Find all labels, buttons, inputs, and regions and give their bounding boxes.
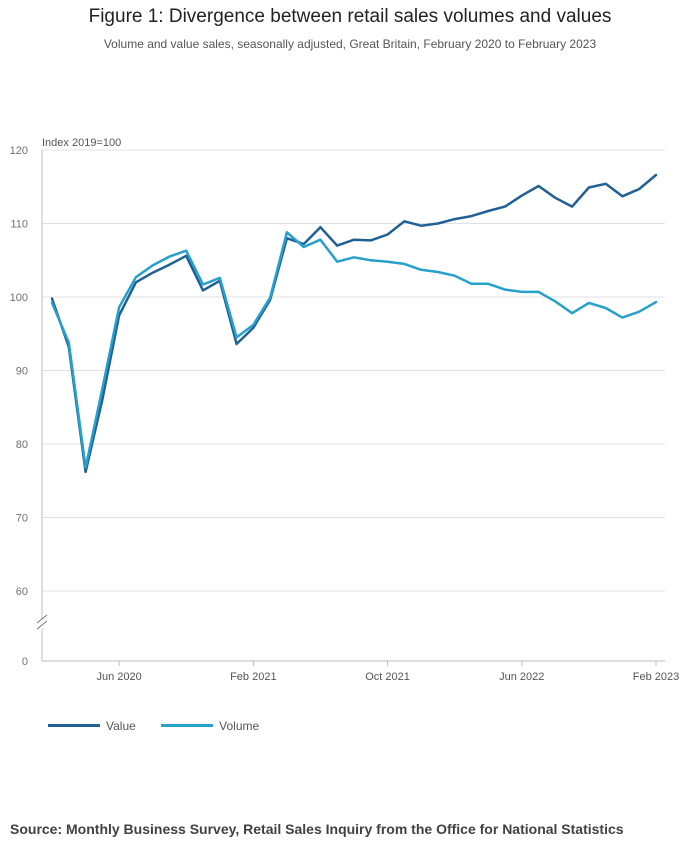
y-axis-label: Index 2019=100 [42, 137, 121, 149]
y-tick-label-120: 120 [10, 145, 28, 157]
x-tick-label: Jun 2020 [96, 671, 141, 683]
x-tick-label: Jun 2022 [499, 671, 544, 683]
legend-swatch-volume [161, 724, 214, 727]
x-tick-label: Oct 2021 [365, 671, 410, 683]
y-tick-label-110: 110 [10, 219, 28, 231]
axis-break-mark-1 [36, 614, 48, 624]
y-tick-label-100: 100 [10, 292, 28, 304]
legend-swatch-value [48, 724, 100, 727]
y-tick-label-60: 60 [16, 586, 28, 598]
chart-title: Figure 1: Divergence between retail sale… [88, 6, 612, 27]
source-note: Source: Monthly Business Survey, Retail … [10, 821, 624, 837]
series-line-volume [50, 231, 658, 469]
y-tick-label-0: 0 [22, 656, 28, 668]
legend-item-volume: Volume [161, 719, 259, 733]
legend-label-volume: Volume [219, 718, 260, 733]
legend-item-value: Value [48, 719, 136, 733]
x-tick-label: Feb 2023 [633, 671, 679, 683]
axis-break-mark-2 [36, 620, 48, 630]
legend-label-value: Value [106, 718, 136, 733]
y-tick-label-70: 70 [16, 513, 28, 525]
chart-subtitle: Volume and value sales, seasonally adjus… [103, 37, 597, 51]
chart-legend: Value Volume [48, 716, 281, 733]
x-tick-label: Feb 2021 [230, 671, 276, 683]
series-line-value [50, 173, 658, 474]
y-tick-label-90: 90 [16, 366, 28, 378]
y-tick-label-80: 80 [16, 439, 28, 451]
